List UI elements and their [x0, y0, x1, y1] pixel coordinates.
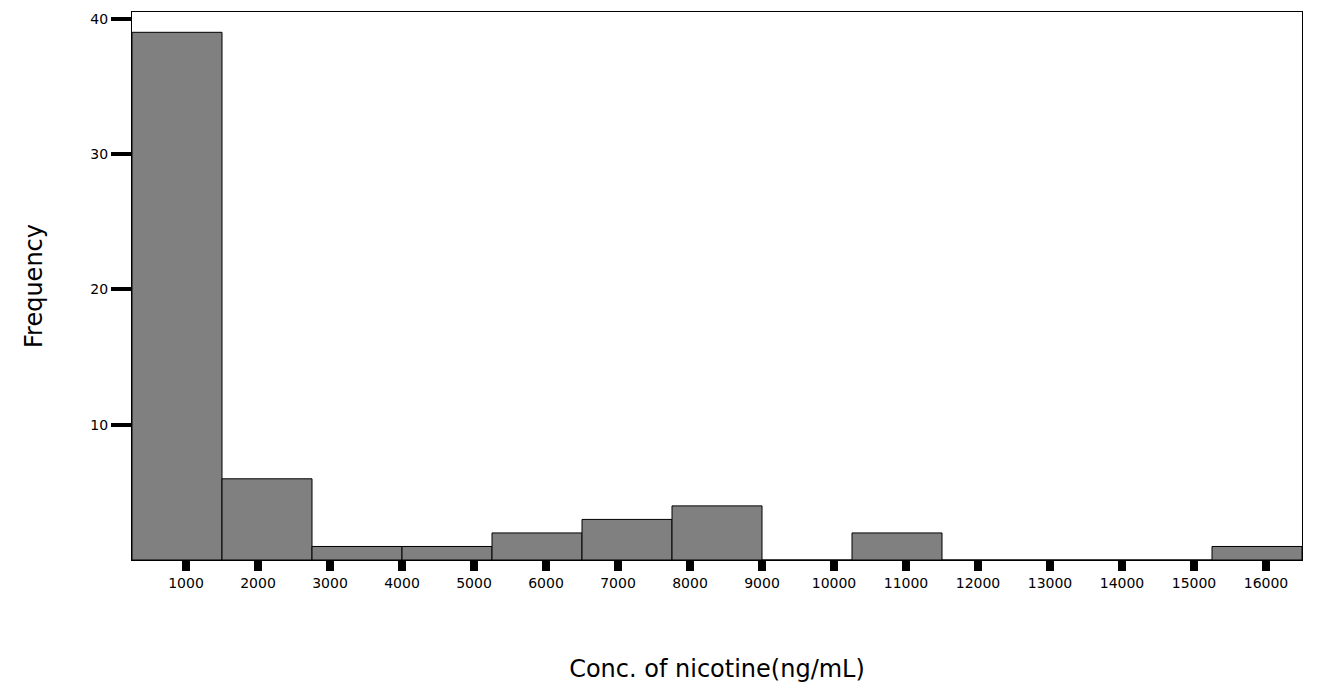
- svg-text:1000: 1000: [168, 575, 204, 591]
- svg-text:5000: 5000: [456, 575, 492, 591]
- svg-text:13000: 13000: [1028, 575, 1073, 591]
- svg-text:14000: 14000: [1100, 575, 1145, 591]
- svg-text:4000: 4000: [384, 575, 420, 591]
- svg-text:3000: 3000: [312, 575, 348, 591]
- svg-text:6000: 6000: [528, 575, 564, 591]
- svg-text:40: 40: [90, 11, 108, 27]
- svg-text:Frequency: Frequency: [20, 224, 48, 348]
- svg-text:12000: 12000: [956, 575, 1001, 591]
- svg-text:Conc. of nicotine(ng/mL): Conc. of nicotine(ng/mL): [569, 655, 865, 683]
- svg-text:16000: 16000: [1244, 575, 1289, 591]
- svg-text:2000: 2000: [240, 575, 276, 591]
- svg-text:20: 20: [90, 281, 108, 297]
- svg-text:11000: 11000: [884, 575, 929, 591]
- svg-text:7000: 7000: [600, 575, 636, 591]
- svg-text:8000: 8000: [672, 575, 708, 591]
- svg-text:10000: 10000: [812, 575, 857, 591]
- svg-text:10: 10: [90, 417, 108, 433]
- svg-text:15000: 15000: [1172, 575, 1217, 591]
- svg-text:30: 30: [90, 146, 108, 162]
- svg-text:9000: 9000: [744, 575, 780, 591]
